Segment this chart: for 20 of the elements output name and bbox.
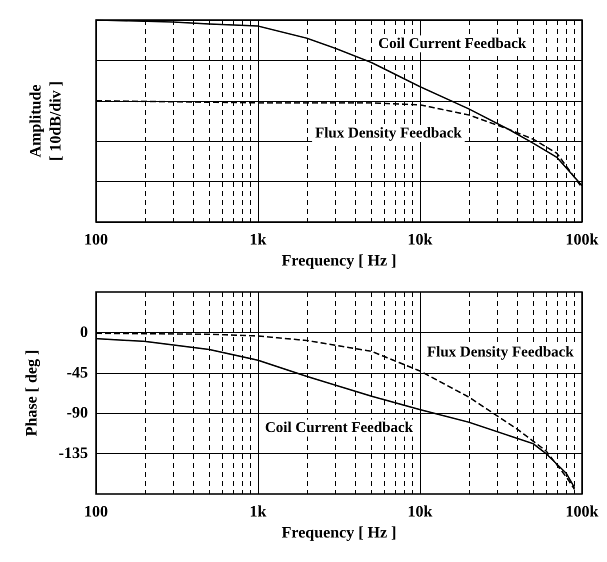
y-axis-title: Amplitude [ 10dB/div ] [28,80,64,162]
x-tick-label: 10k [408,504,433,520]
x-tick-label: 1k [250,504,267,520]
series-label: Coil Current Feedback [378,36,527,52]
x-tick-label: 100k [566,504,599,520]
series-label: Flux Density Feedback [427,344,574,361]
y-tick-label: -45 [66,364,88,382]
x-tick-label: 1k [250,232,267,248]
x-axis-title: Frequency [ Hz ] [282,252,396,270]
y-tick-label: -135 [58,445,88,462]
x-tick-label: 100k [566,232,599,248]
x-tick-label: 100 [84,232,108,248]
x-tick-label: 10k [408,232,433,248]
series-label: Flux Density Feedback [315,125,462,142]
series-label: Coil Current Feedback [264,420,414,436]
x-tick-label: 100 [84,504,108,520]
x-axis-title: Frequency [ Hz ] [282,524,396,542]
y-axis-title: Phase [ deg ] [24,350,40,436]
y-tick-label: 0 [80,324,88,341]
y-tick-label: -90 [66,404,88,422]
